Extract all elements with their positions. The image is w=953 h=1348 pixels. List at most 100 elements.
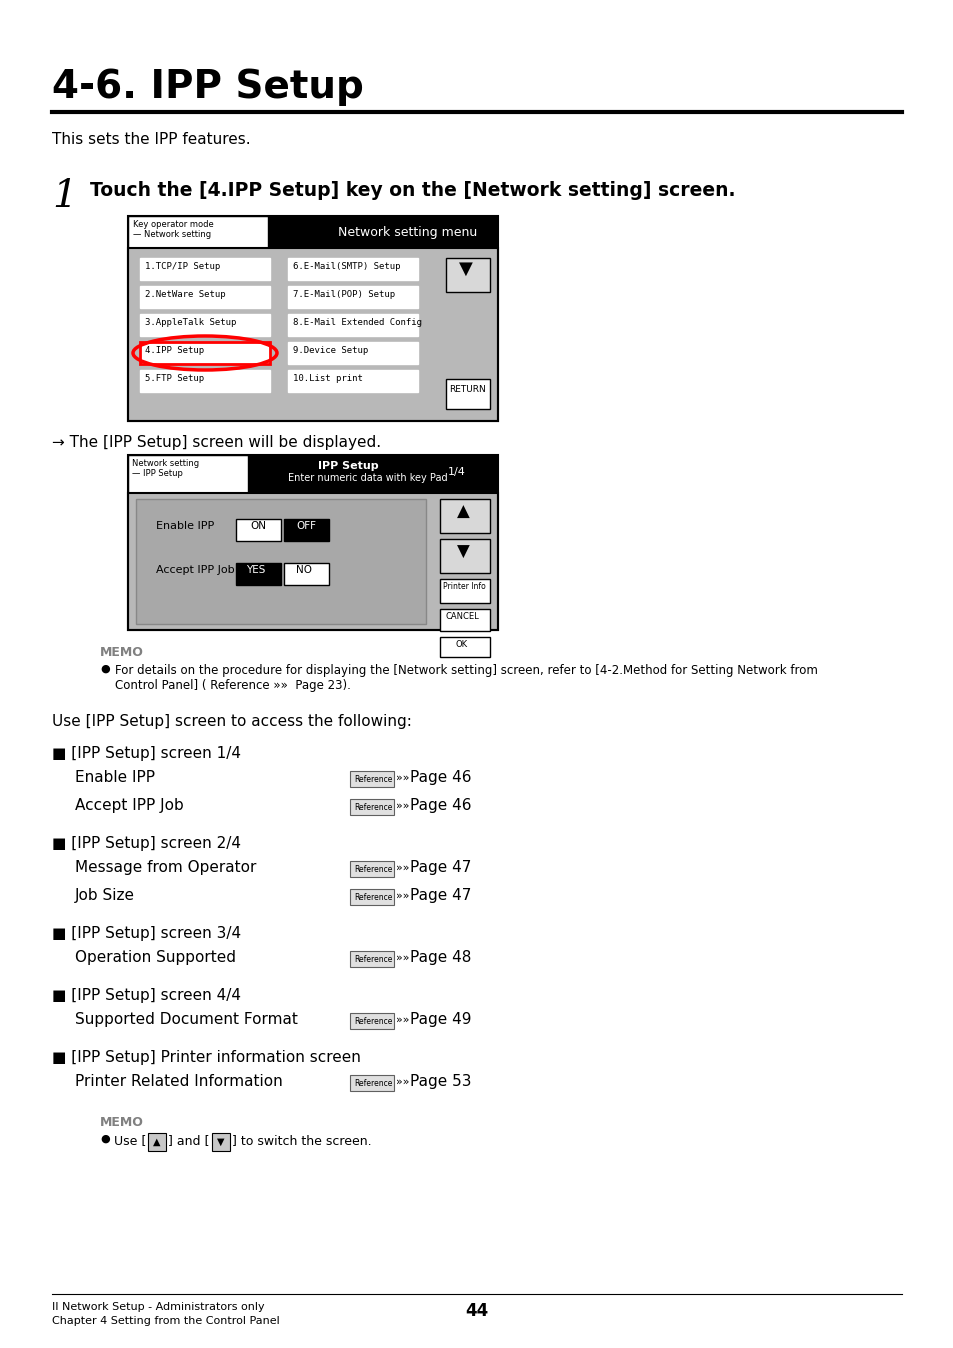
FancyBboxPatch shape: [128, 456, 248, 493]
Text: Page 53: Page 53: [410, 1074, 471, 1089]
Text: 8.E-Mail Extended Config: 8.E-Mail Extended Config: [293, 318, 421, 328]
FancyBboxPatch shape: [288, 369, 417, 392]
FancyBboxPatch shape: [128, 216, 268, 248]
FancyBboxPatch shape: [136, 499, 426, 624]
Text: MEMO: MEMO: [100, 646, 144, 659]
FancyBboxPatch shape: [439, 539, 490, 573]
Text: Key operator mode
— Network setting: Key operator mode — Network setting: [132, 220, 213, 240]
FancyBboxPatch shape: [350, 861, 394, 878]
Text: ■ [IPP Setup] screen 1/4: ■ [IPP Setup] screen 1/4: [52, 745, 241, 762]
Text: Supported Document Format: Supported Document Format: [75, 1012, 297, 1027]
FancyBboxPatch shape: [140, 286, 270, 307]
Text: Page 46: Page 46: [410, 798, 471, 813]
Text: ●: ●: [100, 1134, 110, 1144]
FancyBboxPatch shape: [140, 257, 270, 280]
Text: NO: NO: [295, 565, 312, 576]
FancyBboxPatch shape: [128, 493, 497, 630]
Text: 2.NetWare Setup: 2.NetWare Setup: [145, 290, 226, 299]
FancyBboxPatch shape: [439, 638, 490, 656]
Text: CANCEL: CANCEL: [446, 612, 479, 621]
Text: OK: OK: [456, 640, 468, 648]
Text: OFF: OFF: [295, 520, 315, 531]
Text: Operation Supported: Operation Supported: [75, 950, 235, 965]
Text: ▲: ▲: [152, 1136, 160, 1147]
Text: Chapter 4 Setting from the Control Panel: Chapter 4 Setting from the Control Panel: [52, 1316, 279, 1326]
FancyBboxPatch shape: [140, 342, 270, 364]
Text: Reference: Reference: [354, 954, 392, 964]
FancyBboxPatch shape: [284, 519, 329, 541]
Text: Enable IPP: Enable IPP: [156, 520, 214, 531]
Text: 3.AppleTalk Setup: 3.AppleTalk Setup: [145, 318, 236, 328]
FancyBboxPatch shape: [350, 1074, 394, 1091]
FancyBboxPatch shape: [140, 314, 270, 336]
Text: → The [IPP Setup] screen will be displayed.: → The [IPP Setup] screen will be display…: [52, 435, 381, 450]
FancyBboxPatch shape: [248, 456, 497, 493]
Text: For details on the procedure for displaying the [Network setting] screen, refer : For details on the procedure for display…: [115, 665, 817, 692]
Text: RETURN: RETURN: [449, 386, 485, 394]
Text: Reference: Reference: [354, 802, 392, 811]
Text: ■ [IPP Setup] screen 2/4: ■ [IPP Setup] screen 2/4: [52, 836, 241, 851]
FancyBboxPatch shape: [288, 257, 417, 280]
Text: 10.List print: 10.List print: [293, 373, 362, 383]
Text: 1.TCP/IP Setup: 1.TCP/IP Setup: [145, 262, 220, 271]
Text: 1: 1: [52, 178, 76, 214]
Text: »»: »»: [395, 891, 409, 900]
Text: ] and [: ] and [: [168, 1134, 210, 1147]
Text: Reference: Reference: [354, 1078, 392, 1088]
Text: Printer Related Information: Printer Related Information: [75, 1074, 282, 1089]
Text: ▲: ▲: [456, 503, 469, 520]
FancyBboxPatch shape: [288, 286, 417, 307]
Text: MEMO: MEMO: [100, 1116, 144, 1130]
FancyBboxPatch shape: [140, 369, 270, 392]
Text: »»: »»: [395, 801, 409, 811]
Text: Network setting
— IPP Setup: Network setting — IPP Setup: [132, 460, 199, 479]
Text: Page 47: Page 47: [410, 860, 471, 875]
FancyBboxPatch shape: [235, 519, 281, 541]
FancyBboxPatch shape: [128, 248, 497, 421]
Text: Enter numeric data with key Pad: Enter numeric data with key Pad: [288, 473, 447, 483]
Text: »»: »»: [395, 1077, 409, 1086]
Text: ●: ●: [100, 665, 110, 674]
Text: ▼: ▼: [458, 260, 473, 278]
Text: Accept IPP Job: Accept IPP Job: [156, 565, 234, 576]
Text: ■ [IPP Setup] screen 3/4: ■ [IPP Setup] screen 3/4: [52, 926, 241, 941]
FancyBboxPatch shape: [350, 888, 394, 905]
FancyBboxPatch shape: [439, 580, 490, 603]
FancyBboxPatch shape: [268, 216, 497, 248]
Text: Page 48: Page 48: [410, 950, 471, 965]
Text: »»: »»: [395, 863, 409, 874]
Text: ▼: ▼: [216, 1136, 224, 1147]
Text: This sets the IPP features.: This sets the IPP features.: [52, 132, 251, 147]
FancyBboxPatch shape: [350, 799, 394, 816]
Text: 9.Device Setup: 9.Device Setup: [293, 346, 368, 355]
Text: 6.E-Mail(SMTP) Setup: 6.E-Mail(SMTP) Setup: [293, 262, 400, 271]
Text: Use [IPP Setup] screen to access the following:: Use [IPP Setup] screen to access the fol…: [52, 714, 412, 729]
Text: ■ [IPP Setup] Printer information screen: ■ [IPP Setup] Printer information screen: [52, 1050, 360, 1065]
Text: Reference: Reference: [354, 775, 392, 783]
Text: 4-6. IPP Setup: 4-6. IPP Setup: [52, 67, 363, 106]
Text: »»: »»: [395, 772, 409, 783]
Text: Network setting menu: Network setting menu: [337, 226, 476, 239]
FancyBboxPatch shape: [284, 563, 329, 585]
Text: Enable IPP: Enable IPP: [75, 770, 154, 785]
Text: Job Size: Job Size: [75, 888, 135, 903]
Text: 7.E-Mail(POP) Setup: 7.E-Mail(POP) Setup: [293, 290, 395, 299]
Text: Reference: Reference: [354, 892, 392, 902]
Text: Reference: Reference: [354, 1016, 392, 1026]
Text: YES: YES: [246, 565, 265, 576]
Text: Message from Operator: Message from Operator: [75, 860, 256, 875]
FancyBboxPatch shape: [288, 314, 417, 336]
Text: Accept IPP Job: Accept IPP Job: [75, 798, 184, 813]
Text: II Network Setup - Administrators only: II Network Setup - Administrators only: [52, 1302, 264, 1312]
FancyBboxPatch shape: [350, 771, 394, 787]
FancyBboxPatch shape: [288, 342, 417, 364]
FancyBboxPatch shape: [350, 1012, 394, 1029]
Text: 44: 44: [465, 1302, 488, 1320]
FancyBboxPatch shape: [235, 563, 281, 585]
Text: ▼: ▼: [456, 543, 469, 561]
FancyBboxPatch shape: [446, 257, 490, 293]
FancyBboxPatch shape: [446, 379, 490, 408]
Text: 1/4: 1/4: [448, 466, 465, 477]
Text: Page 47: Page 47: [410, 888, 471, 903]
FancyBboxPatch shape: [148, 1134, 166, 1151]
